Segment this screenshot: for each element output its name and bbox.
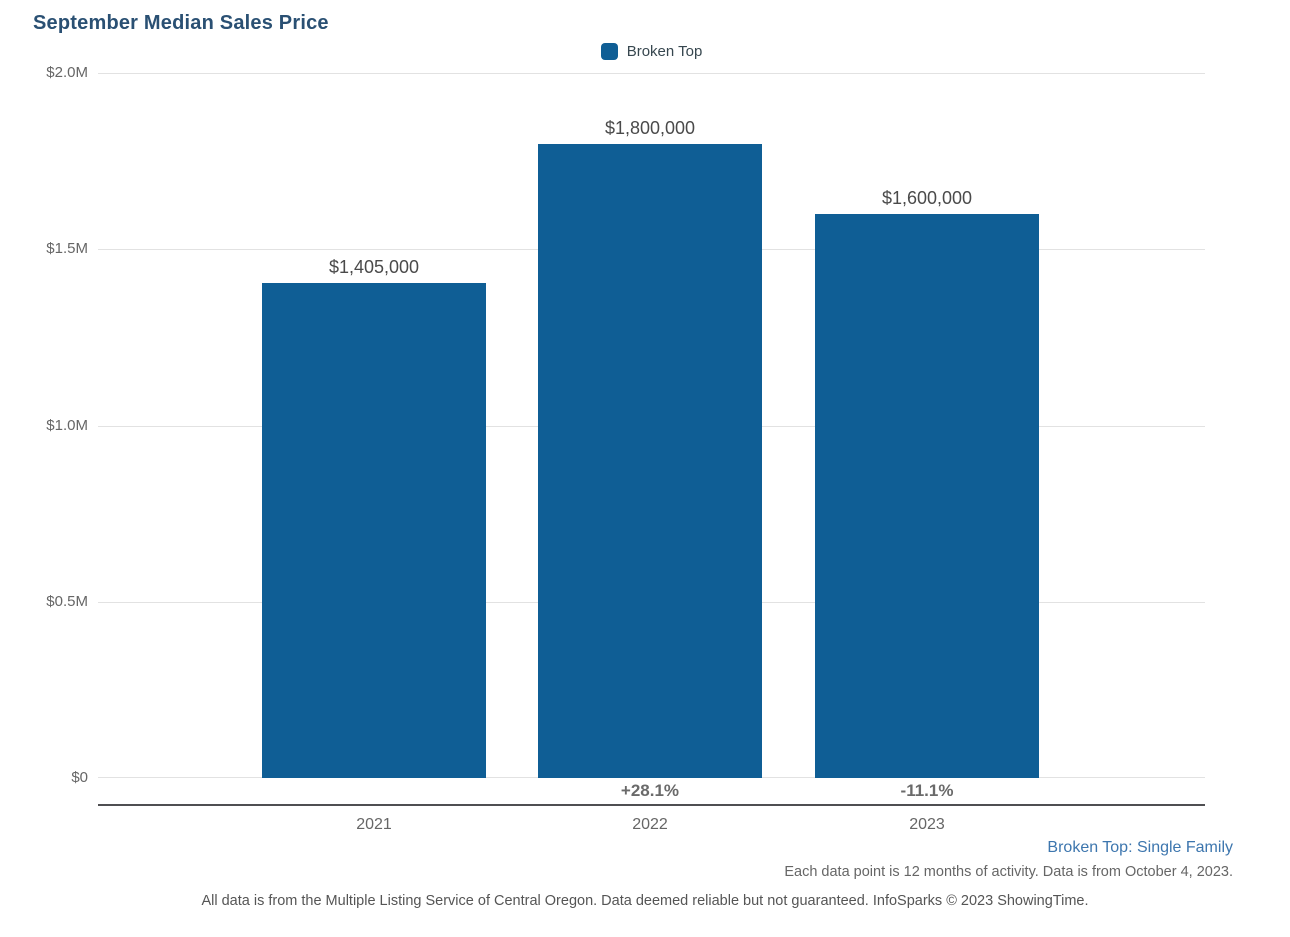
bar-2023[interactable] xyxy=(815,214,1039,778)
x-tick-label-2023: 2023 xyxy=(909,816,945,833)
bar-2021[interactable] xyxy=(262,282,486,778)
legend: Broken Top xyxy=(98,43,1205,60)
y-tick-label-1.0m: $1.0M xyxy=(46,417,88,434)
bar-value-label-2023: $1,600,000 xyxy=(881,188,973,208)
bar-2022[interactable] xyxy=(538,143,762,778)
y-tick-label-1.5m: $1.5M xyxy=(46,240,88,257)
pct-change-2022: +28.1% xyxy=(620,781,680,800)
x-tick-label-2021: 2021 xyxy=(356,816,392,833)
legend-label: Broken Top xyxy=(626,43,703,60)
plot-area: $1,405,000 $1,800,000 $1,600,000 xyxy=(98,73,1205,778)
bar-column-2022: $1,800,000 xyxy=(538,73,762,778)
gridline xyxy=(98,73,1205,74)
legend-item-broken-top[interactable]: Broken Top xyxy=(600,43,703,60)
page-title: September Median Sales Price xyxy=(33,12,329,34)
disclaimer-footnote: All data is from the Multiple Listing Se… xyxy=(201,893,1089,909)
series-footnote: Broken Top: Single Family xyxy=(1047,839,1233,856)
y-tick-label-0: $0 xyxy=(71,769,88,786)
pct-change-2023: -11.1% xyxy=(900,781,954,800)
y-tick-label-2.0m: $2.0M xyxy=(46,64,88,81)
data-footnote: Each data point is 12 months of activity… xyxy=(784,864,1233,880)
bar-value-label-2022: $1,800,000 xyxy=(604,117,696,138)
bar-value-label-2021: $1,405,000 xyxy=(328,256,420,277)
x-axis-line xyxy=(98,804,1205,806)
y-tick-label-0.5m: $0.5M xyxy=(46,593,88,610)
bar-column-2023: $1,600,000 xyxy=(815,73,1039,778)
legend-swatch-icon xyxy=(600,43,618,60)
bar-column-2021: $1,405,000 xyxy=(262,73,486,778)
x-tick-label-2022: 2022 xyxy=(632,816,668,833)
